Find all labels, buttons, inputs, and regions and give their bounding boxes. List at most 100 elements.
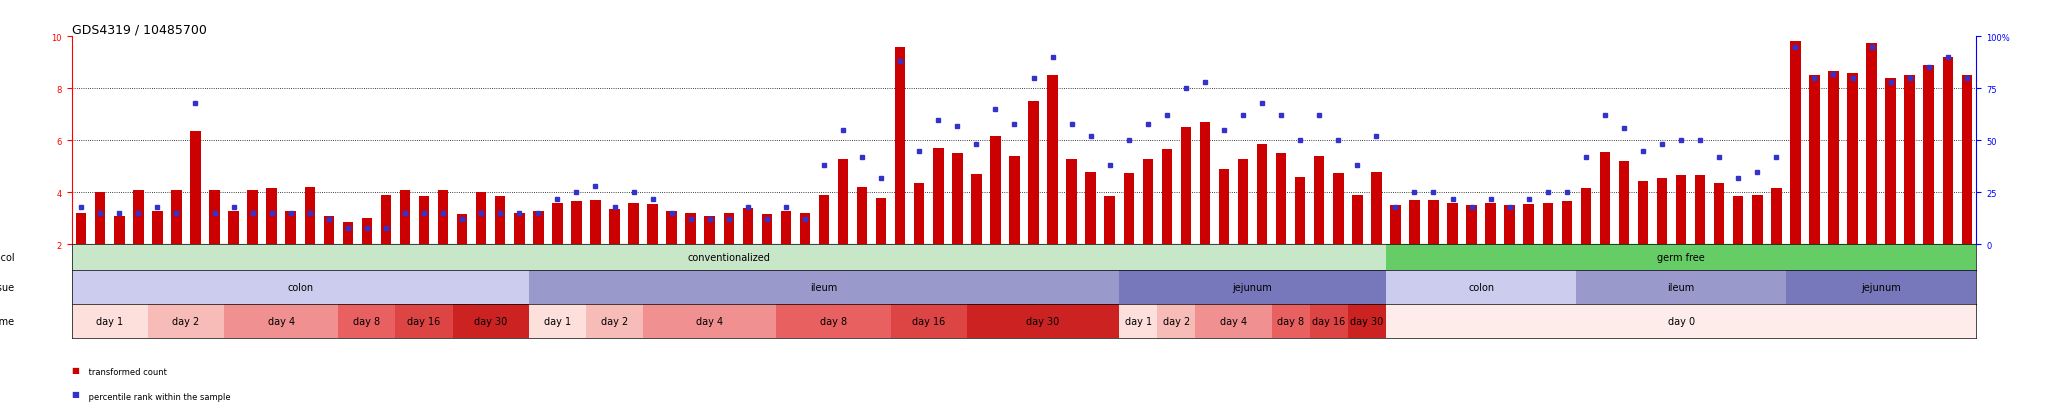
Bar (1829, 72, 1839, 245)
Bar (819, 195, 829, 245)
Text: day 4: day 4 (696, 317, 723, 327)
Text: colon: colon (287, 283, 313, 293)
Bar (152, 211, 162, 245)
Bar (1808, 76, 1821, 245)
Bar (1448, 203, 1458, 245)
Bar (1485, 203, 1495, 245)
Bar (1675, 176, 1686, 245)
Text: day 8: day 8 (819, 317, 848, 327)
Bar (856, 188, 868, 245)
Bar (1237, 159, 1249, 245)
Text: ■: ■ (72, 389, 80, 399)
Bar (877, 198, 887, 245)
Bar (453, 305, 528, 339)
Bar (1657, 179, 1667, 245)
Bar (1124, 173, 1135, 245)
Bar (1161, 150, 1171, 245)
Bar (1696, 176, 1706, 245)
Bar (1294, 177, 1305, 245)
Bar (608, 210, 621, 245)
Bar (1085, 172, 1096, 245)
Bar (172, 190, 182, 245)
Bar (762, 215, 772, 245)
Bar (1272, 305, 1309, 339)
Bar (1348, 305, 1386, 339)
Bar (1751, 195, 1763, 245)
Bar (209, 190, 219, 245)
Bar (934, 149, 944, 245)
Bar (285, 211, 297, 245)
Bar (1386, 271, 1577, 305)
Bar (1505, 206, 1516, 245)
Bar (629, 203, 639, 245)
Bar (1157, 305, 1196, 339)
Bar (989, 137, 1001, 245)
Text: day 1: day 1 (545, 317, 571, 327)
Bar (532, 211, 543, 245)
Text: day 30: day 30 (473, 317, 508, 327)
Bar (586, 305, 643, 339)
Text: day 8: day 8 (354, 317, 381, 327)
Bar (1010, 157, 1020, 245)
Bar (705, 216, 715, 245)
Bar (1180, 128, 1192, 245)
Bar (76, 214, 86, 245)
Bar (1196, 305, 1272, 339)
Bar (891, 305, 967, 339)
Text: time: time (0, 317, 14, 327)
Text: day 2: day 2 (1163, 317, 1190, 327)
Bar (553, 203, 563, 245)
Bar (967, 305, 1118, 339)
Bar (1028, 102, 1038, 245)
Bar (514, 214, 524, 245)
Text: day 4: day 4 (1221, 317, 1247, 327)
Bar (590, 201, 600, 245)
Bar (1391, 206, 1401, 245)
Bar (438, 190, 449, 245)
Text: jejunum: jejunum (1233, 283, 1272, 293)
Text: protocol: protocol (0, 253, 14, 263)
Bar (643, 305, 776, 339)
Text: transformed count: transformed count (86, 367, 166, 376)
Bar (1866, 44, 1876, 245)
Bar (686, 214, 696, 245)
Bar (338, 305, 395, 339)
Bar (528, 305, 586, 339)
Bar (1542, 203, 1552, 245)
Bar (1370, 172, 1382, 245)
Bar (1524, 204, 1534, 245)
Text: day 1: day 1 (1124, 317, 1151, 327)
Bar (1962, 76, 1972, 245)
Text: day 8: day 8 (1278, 317, 1305, 327)
Bar (223, 305, 338, 339)
Bar (971, 175, 981, 245)
Bar (1638, 181, 1649, 245)
Text: ileum: ileum (811, 283, 838, 293)
Text: percentile rank within the sample: percentile rank within the sample (86, 392, 231, 401)
Bar (1618, 162, 1630, 245)
Bar (1886, 79, 1896, 245)
Bar (952, 154, 963, 245)
Bar (72, 305, 147, 339)
Text: GDS4319 / 10485700: GDS4319 / 10485700 (72, 23, 207, 36)
Bar (248, 190, 258, 245)
Bar (1790, 43, 1800, 245)
Bar (528, 271, 1118, 305)
Bar (1118, 271, 1386, 305)
Text: colon: colon (1468, 283, 1495, 293)
Text: day 16: day 16 (1313, 317, 1346, 327)
Text: day 2: day 2 (600, 317, 629, 327)
Bar (418, 197, 430, 245)
Bar (115, 216, 125, 245)
Text: tissue: tissue (0, 283, 14, 293)
Text: day 1: day 1 (96, 317, 123, 327)
Bar (1219, 170, 1229, 245)
Bar (1923, 66, 1933, 245)
Bar (133, 190, 143, 245)
Bar (799, 214, 811, 245)
Bar (1104, 197, 1114, 245)
Text: germ free: germ free (1657, 253, 1706, 263)
Bar (1333, 173, 1343, 245)
Bar (776, 305, 891, 339)
Bar (362, 219, 373, 245)
